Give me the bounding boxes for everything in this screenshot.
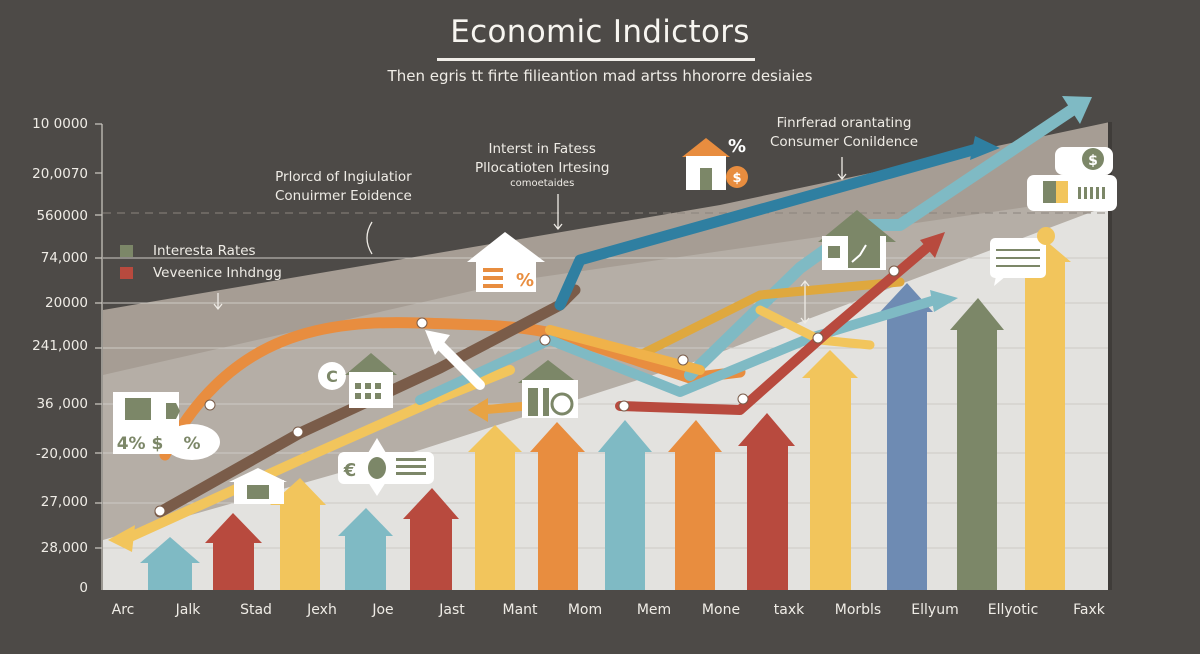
euro-moneybag-icon: € bbox=[338, 438, 434, 496]
legend-swatch-green bbox=[120, 245, 133, 257]
y-tick-label: 10 0000 bbox=[32, 116, 88, 132]
y-tick-label: 241,000 bbox=[32, 338, 88, 354]
bar-jexh bbox=[338, 508, 393, 590]
annotation-center: Interst in Fatess Pllocatioten Irtesing … bbox=[475, 140, 609, 190]
bar-arc bbox=[140, 537, 200, 590]
svg-text:%: % bbox=[516, 270, 534, 291]
bar-mant bbox=[530, 422, 585, 590]
y-tick-label: 74,000 bbox=[40, 250, 88, 266]
legend: Interesta Rates Veveenice Inhdngg bbox=[120, 240, 282, 284]
house-tax-icon: % bbox=[467, 232, 545, 292]
x-tick-label: Ellyum bbox=[911, 602, 959, 618]
x-tick-label: Joe bbox=[372, 602, 394, 618]
annotation-center-line1: Interst in Fatess bbox=[488, 141, 596, 157]
bar-mone bbox=[738, 413, 795, 590]
x-tick-label: Mem bbox=[636, 602, 672, 618]
chart-subtitle: Then egris tt firte filieantion mad arts… bbox=[387, 67, 813, 85]
legend-item-red: Veveenice Inhdngg bbox=[120, 262, 282, 284]
legend-label: Veveenice Inhdngg bbox=[153, 265, 282, 281]
annotation-center-line2: Pllocatioten Irtesing bbox=[475, 160, 610, 176]
x-tick-label: taxk bbox=[773, 602, 805, 618]
y-tick-label: 20000 bbox=[45, 295, 88, 311]
y-tick-label: -20,000 bbox=[35, 446, 88, 462]
y-tick-label: 28,000 bbox=[40, 540, 88, 556]
legend-swatch-red bbox=[120, 267, 133, 279]
x-tick-label: Morbls bbox=[834, 602, 882, 618]
x-tick-label: Mom bbox=[567, 602, 603, 618]
x-tick-label: Faxk bbox=[1073, 602, 1105, 618]
house-copyright-icon: C bbox=[318, 353, 397, 408]
x-tick-label: Mant bbox=[502, 602, 538, 618]
bar-jast bbox=[468, 425, 522, 590]
bar-stad bbox=[270, 478, 326, 590]
bar-taxk bbox=[802, 350, 858, 590]
svg-text:$: $ bbox=[732, 171, 741, 186]
data-point-markers bbox=[154, 265, 900, 517]
svg-text:C: C bbox=[326, 367, 338, 386]
y-tick-label: 0 bbox=[79, 580, 88, 596]
x-tick-label: Jast bbox=[439, 602, 465, 618]
y-tick-label: 36 ,000 bbox=[36, 396, 88, 412]
bar-arrows bbox=[140, 240, 1071, 590]
y-tick-label: 560000 bbox=[36, 208, 88, 224]
bar-mem bbox=[668, 420, 722, 590]
house-percent-icon: $ % bbox=[682, 136, 748, 190]
bar-jalk bbox=[205, 513, 262, 590]
title-underline bbox=[437, 58, 755, 61]
annotation-left-line2: Conuirmer Eoidence bbox=[275, 188, 412, 204]
y-tick-label: 27,000 bbox=[40, 494, 88, 510]
y-tick-label: 20,0070 bbox=[32, 166, 88, 182]
annotation-right-line2: Consumer Conildence bbox=[770, 134, 919, 150]
svg-text:€: € bbox=[343, 460, 357, 481]
dollar-camera-icon: $ bbox=[1027, 147, 1117, 211]
legend-label: Interesta Rates bbox=[153, 243, 256, 259]
chart-title: Economic Indictors bbox=[450, 14, 750, 50]
annotation-center-line3: comoetaides bbox=[510, 178, 575, 189]
annotation-right: Finrferad orantating Consumer Conildence bbox=[770, 114, 918, 152]
annotation-left: Prlorcd of Ingiulatior Conuirmer Eoidenc… bbox=[275, 168, 412, 206]
x-tick-label: Ellyotic bbox=[987, 602, 1039, 618]
svg-text:%: % bbox=[728, 136, 746, 157]
bank-building-icon bbox=[518, 360, 578, 418]
bar-mom bbox=[598, 420, 652, 590]
bar-ellyum bbox=[950, 298, 1004, 590]
x-tick-label: Jalk bbox=[175, 602, 201, 618]
x-tick-label: Mone bbox=[701, 602, 741, 618]
house-chart-icon bbox=[818, 210, 896, 270]
annotation-left-line1: Prlorcd of Ingiulatior bbox=[275, 169, 412, 185]
money-card-icon: 4% $ % bbox=[113, 392, 220, 460]
x-tick-label: Jexh bbox=[307, 602, 337, 618]
x-tick-label: Stad bbox=[240, 602, 272, 618]
legend-item-interest-rates: Interesta Rates bbox=[120, 240, 282, 262]
svg-text:$: $ bbox=[1088, 153, 1098, 169]
x-tick-label: Arc bbox=[111, 602, 135, 618]
bar-ellyotic bbox=[1018, 240, 1071, 590]
abacus-chat-icon bbox=[990, 227, 1055, 286]
house-small-icon bbox=[229, 468, 287, 504]
bar-morbls bbox=[880, 283, 933, 590]
annotation-right-line1: Finrferad orantating bbox=[776, 115, 912, 131]
svg-text:%: % bbox=[183, 434, 200, 454]
bar-joe bbox=[403, 488, 459, 590]
svg-text:4% $: 4% $ bbox=[117, 434, 164, 454]
